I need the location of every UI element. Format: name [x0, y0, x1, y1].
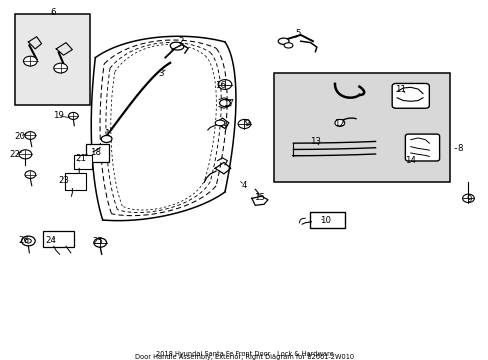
Ellipse shape — [101, 135, 112, 143]
Ellipse shape — [284, 43, 292, 48]
Circle shape — [94, 238, 106, 247]
Circle shape — [218, 80, 231, 89]
Bar — [15, 14, 90, 105]
Circle shape — [25, 132, 36, 139]
Text: 7: 7 — [222, 125, 227, 134]
Text: 3: 3 — [158, 69, 164, 78]
Circle shape — [238, 120, 250, 129]
Circle shape — [54, 63, 67, 73]
FancyBboxPatch shape — [85, 144, 109, 162]
Text: 16: 16 — [214, 81, 225, 90]
Text: 19: 19 — [53, 112, 64, 121]
Text: 2: 2 — [178, 37, 183, 46]
Text: 9: 9 — [466, 194, 471, 203]
FancyBboxPatch shape — [64, 173, 86, 190]
Bar — [273, 73, 449, 181]
Text: Door Handle Assembly, Exterior, Right Diagram for 82661-2W010: Door Handle Assembly, Exterior, Right Di… — [135, 354, 353, 360]
Text: 9: 9 — [244, 120, 249, 129]
Text: 26: 26 — [18, 236, 29, 245]
Text: 14: 14 — [405, 156, 415, 165]
Text: 2018 Hyundai Santa Fe Front Door - Lock & Hardware: 2018 Hyundai Santa Fe Front Door - Lock … — [155, 351, 333, 357]
Text: 8: 8 — [456, 144, 462, 153]
Text: 10: 10 — [319, 216, 330, 225]
Ellipse shape — [219, 99, 230, 107]
FancyBboxPatch shape — [42, 231, 74, 247]
Text: 22: 22 — [9, 150, 20, 159]
Text: 13: 13 — [309, 137, 320, 146]
Text: 25: 25 — [92, 237, 103, 246]
Text: 17: 17 — [223, 99, 234, 108]
Ellipse shape — [215, 120, 224, 126]
Circle shape — [68, 112, 78, 120]
Ellipse shape — [170, 42, 183, 50]
Text: 6: 6 — [50, 8, 56, 17]
Circle shape — [19, 150, 32, 159]
Text: 15: 15 — [253, 193, 264, 202]
Circle shape — [462, 194, 473, 203]
Text: 11: 11 — [395, 85, 406, 94]
Circle shape — [21, 236, 35, 246]
Text: 20: 20 — [14, 132, 25, 141]
Circle shape — [25, 171, 36, 179]
Circle shape — [25, 239, 31, 243]
FancyBboxPatch shape — [309, 212, 345, 228]
FancyBboxPatch shape — [391, 84, 428, 108]
Text: 21: 21 — [75, 154, 86, 163]
Text: 24: 24 — [46, 237, 57, 246]
FancyBboxPatch shape — [405, 134, 439, 161]
Text: 18: 18 — [90, 148, 101, 157]
Text: 23: 23 — [58, 176, 69, 185]
Text: 5: 5 — [295, 29, 301, 38]
FancyBboxPatch shape — [74, 155, 92, 169]
Text: 4: 4 — [241, 181, 247, 190]
Text: 12: 12 — [334, 120, 345, 129]
Circle shape — [334, 120, 344, 126]
Ellipse shape — [278, 38, 288, 44]
Text: 1: 1 — [103, 129, 109, 138]
Circle shape — [23, 56, 37, 66]
